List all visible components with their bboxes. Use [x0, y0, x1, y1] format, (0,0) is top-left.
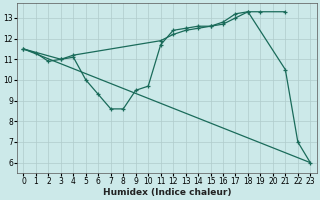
X-axis label: Humidex (Indice chaleur): Humidex (Indice chaleur) — [103, 188, 231, 197]
